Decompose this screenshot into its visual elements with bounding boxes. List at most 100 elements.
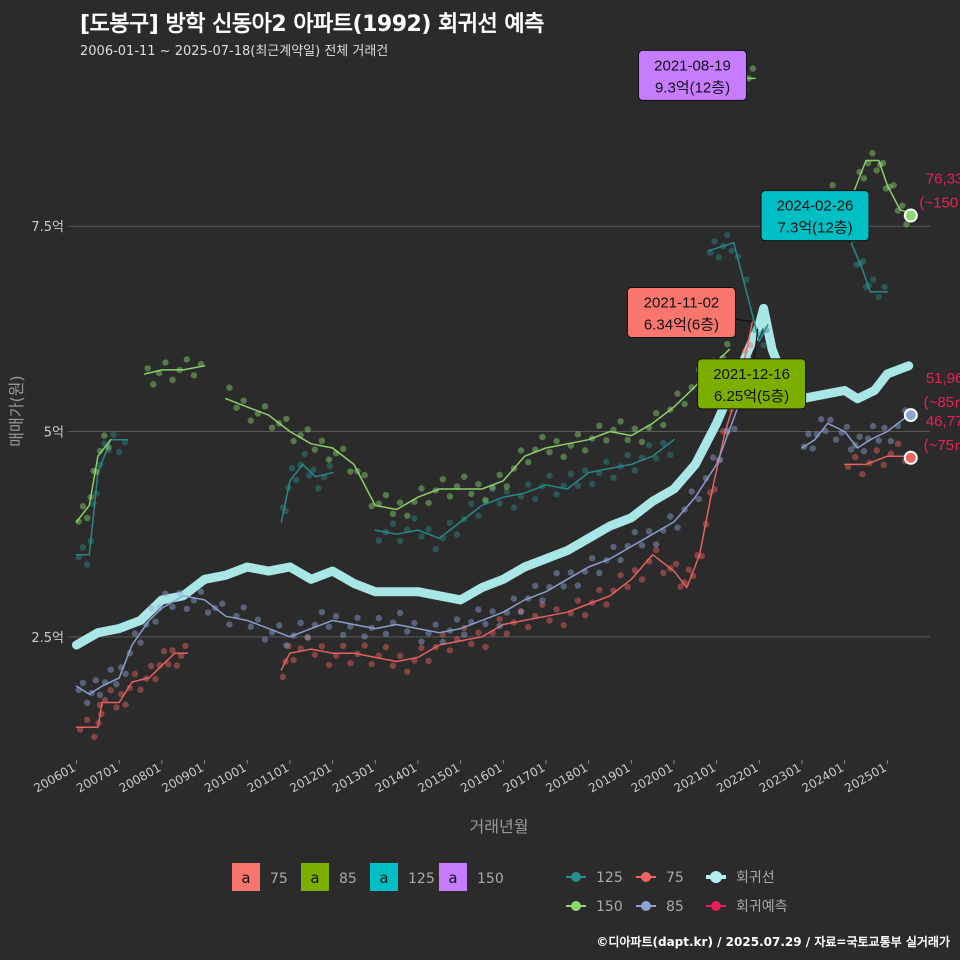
scatter-point-75 [653, 546, 660, 554]
x-tick-label: 200801 [117, 760, 164, 795]
scatter-point-125 [881, 283, 888, 291]
scatter-point-85 [212, 604, 219, 612]
scatter-point-75 [866, 459, 873, 467]
scatter-point-150 [247, 417, 254, 424]
scatter-point-85 [596, 569, 603, 576]
scatter-point-85 [688, 488, 695, 495]
annotation-box [697, 358, 807, 410]
scatter-point-125 [667, 451, 674, 458]
scatter-point-85 [510, 595, 518, 602]
scatter-point-150 [869, 150, 876, 157]
scatter-point-85 [503, 609, 510, 616]
scatter-point-85 [574, 582, 582, 589]
scatter-point-85 [489, 608, 496, 615]
scatter-point-150 [197, 360, 205, 368]
annotation-box [760, 190, 870, 242]
scatter-point-75 [677, 583, 684, 590]
scatter-point-125 [411, 515, 418, 522]
annotation-layer: 76,333 (~150㎡) 51,967 (~85㎡) 46,775 (~75㎡) 202… [626, 49, 960, 465]
scatter-point-75 [873, 447, 880, 454]
scatter-point-125 [517, 493, 525, 500]
scatter-point-150 [318, 437, 326, 445]
forecast-point [903, 208, 918, 223]
scatter-point-85 [354, 614, 361, 621]
scatter-point-85 [446, 627, 454, 634]
scatter-point-150 [396, 499, 404, 506]
scatter-point-85 [361, 633, 368, 640]
scatter-point-150 [461, 473, 468, 480]
y-axis-title: 매매가(원) [7, 375, 26, 446]
scatter-point-150 [254, 410, 262, 417]
scatter-point-150 [169, 376, 176, 383]
scatter-point-125 [567, 470, 574, 478]
scatter-point-125 [432, 546, 439, 553]
scatter-point-150 [899, 202, 906, 209]
scatter-point-75 [84, 716, 91, 723]
scatter-point-75 [532, 612, 539, 620]
legend-box-label: 75 [270, 871, 288, 887]
scatter-point-150 [860, 175, 868, 182]
scatter-point-85 [603, 557, 610, 564]
scatter-point-75 [446, 647, 454, 654]
scatter-point-150 [453, 483, 461, 490]
scatter-point-75 [290, 656, 297, 664]
scatter-point-75 [603, 601, 610, 608]
scatter-point-75 [91, 733, 98, 741]
scatter-point-75 [560, 622, 567, 629]
scatter-point-125 [475, 512, 482, 519]
scatter-point-75 [96, 701, 104, 709]
scatter-point-125 [446, 519, 454, 526]
scatter-point-85 [856, 433, 863, 440]
scatter-point-85 [113, 681, 120, 688]
scatter-point-150 [446, 493, 454, 500]
scatter-point-75 [517, 608, 525, 615]
scatter-point-150 [240, 397, 247, 404]
legend-box-glyph: a [448, 869, 457, 887]
scatter-point-85 [887, 437, 895, 445]
series-line-75 [280, 320, 754, 671]
scatter-point-75 [852, 453, 859, 461]
scatter-point-125 [581, 467, 589, 474]
scatter-point-125 [326, 462, 333, 470]
scatter-point-75 [742, 347, 749, 355]
scatter-point-125 [320, 473, 328, 481]
annotation-price: 7.3억(12층) [777, 220, 852, 237]
scatter-point-150 [660, 421, 667, 429]
scatter-point-125 [707, 249, 714, 256]
scatter-point-85 [389, 619, 397, 626]
scatter-point-150 [681, 400, 688, 408]
scatter-point-75 [719, 428, 727, 435]
scatter-point-150 [93, 468, 100, 475]
scatter-point-150 [311, 446, 318, 453]
annotation-box [626, 286, 736, 338]
scatter-point-75 [698, 552, 705, 560]
scatter-point-150 [96, 447, 104, 455]
scatter-point-85 [546, 583, 553, 591]
scatter-point-75 [610, 587, 617, 594]
scatter-point-75 [707, 489, 714, 496]
scatter-point-150 [418, 485, 425, 492]
legend-box-glyph: a [379, 869, 388, 887]
scatter-point-150 [688, 384, 695, 391]
scatter-point-125 [734, 253, 742, 260]
scatter-point-150 [610, 426, 617, 433]
scatter-point-85 [148, 605, 155, 612]
scatter-point-150 [532, 446, 539, 453]
scatter-point-150 [667, 406, 674, 413]
scatter-point-85 [156, 604, 163, 611]
scatter-point-75 [685, 566, 693, 573]
legend-line-label: 회귀선 [736, 870, 775, 886]
scatter-point-85 [240, 604, 247, 611]
scatter-point-85 [453, 616, 461, 623]
scatter-point-75 [354, 650, 361, 658]
scatter-point-125 [553, 491, 560, 498]
x-tick-label: 202501 [842, 760, 889, 795]
scatter-point-75 [169, 647, 176, 654]
scatter-point-150 [560, 453, 567, 460]
scatter-point-125 [763, 326, 770, 334]
scatter-point-75 [482, 643, 489, 651]
scatter-point-85 [624, 542, 631, 550]
x-tick-label: 200901 [159, 760, 206, 795]
scatter-point-125 [301, 450, 308, 458]
scatter-point-150 [574, 431, 582, 438]
